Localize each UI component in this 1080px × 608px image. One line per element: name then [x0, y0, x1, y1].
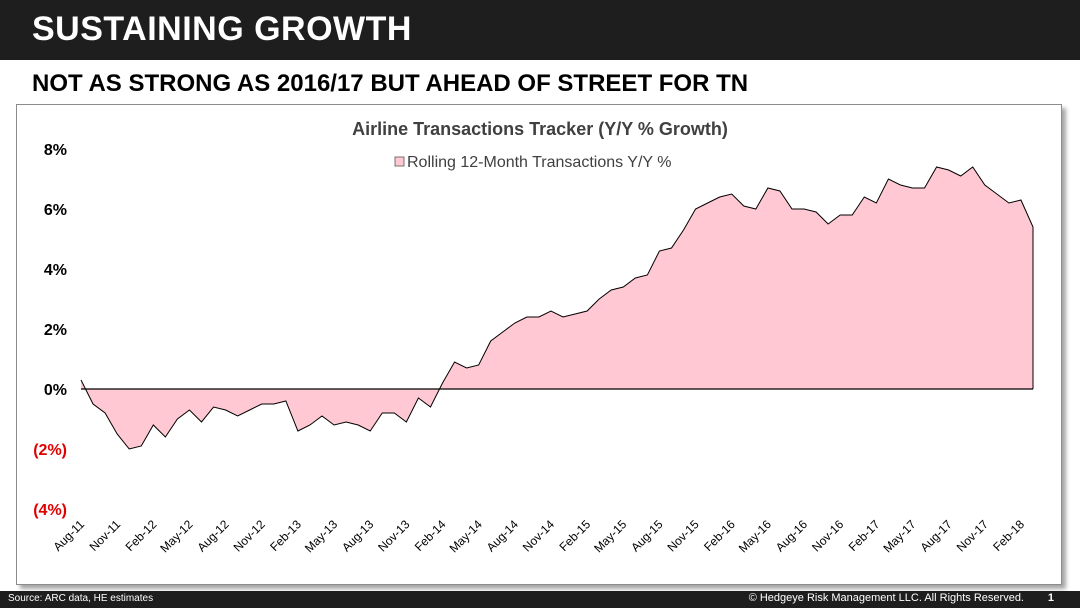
x-tick-label: Feb-12: [123, 517, 160, 554]
x-tick-label: Nov-13: [375, 517, 412, 554]
y-tick-label: 0%: [44, 382, 67, 399]
x-tick-label: Feb-18: [990, 517, 1027, 554]
x-tick-label: Feb-14: [412, 517, 449, 554]
x-tick-label: Nov-11: [87, 517, 124, 554]
x-tick-label: May-16: [736, 517, 774, 555]
y-tick-label: (2%): [33, 442, 67, 459]
x-tick-label: Aug-13: [339, 517, 376, 554]
x-tick-label: Nov-17: [954, 517, 991, 554]
x-tick-label: Nov-12: [231, 517, 268, 554]
slide-title: SUSTAINING GROWTH: [32, 10, 412, 48]
series-line: [80, 166, 1034, 450]
x-tick-label: Feb-13: [267, 517, 304, 554]
chart-frame: Airline Transactions Tracker (Y/Y % Grow…: [16, 104, 1062, 585]
x-tick-label: May-13: [302, 517, 340, 555]
footer-bar: Source: ARC data, HE estimates © Hedgeye…: [0, 591, 1080, 608]
x-tick-label: Aug-11: [50, 517, 87, 554]
y-tick-label: 8%: [44, 142, 67, 159]
x-tick-label: May-15: [591, 517, 629, 555]
x-tick-label: May-12: [157, 517, 195, 555]
x-tick-label: Aug-15: [628, 517, 665, 554]
x-tick-label: Nov-15: [664, 517, 701, 554]
y-tick-label: (4%): [33, 502, 67, 519]
legend-swatch: [394, 156, 405, 167]
footer-copyright: © Hedgeye Risk Management LLC. All Right…: [748, 592, 1024, 604]
y-tick-label: 2%: [44, 322, 67, 339]
footer-source: Source: ARC data, HE estimates: [8, 593, 154, 604]
x-tick-label: Nov-14: [520, 517, 557, 554]
legend-label: Rolling 12-Month Transactions Y/Y %: [407, 154, 671, 171]
x-tick-label: Aug-17: [918, 517, 955, 554]
x-tick-label: Nov-16: [809, 517, 846, 554]
slide-subtitle: NOT AS STRONG AS 2016/17 BUT AHEAD OF ST…: [32, 70, 749, 97]
chart-title: Airline Transactions Tracker (Y/Y % Grow…: [352, 119, 728, 139]
x-tick-label: Aug-12: [194, 517, 231, 554]
x-tick-label: Feb-17: [846, 517, 883, 554]
x-tick-label: Aug-16: [773, 517, 810, 554]
x-tick-label: Feb-16: [701, 517, 738, 554]
y-tick-label: 4%: [44, 262, 67, 279]
page-number: 1: [1047, 592, 1054, 604]
chart: Airline Transactions Tracker (Y/Y % Grow…: [33, 119, 1034, 555]
x-tick-label: May-14: [447, 517, 485, 555]
x-tick-label: Feb-15: [556, 517, 593, 554]
legend: Rolling 12-Month Transactions Y/Y %: [394, 154, 671, 171]
area-fill: [81, 167, 1033, 449]
x-tick-label: Aug-14: [484, 517, 521, 554]
plot-area: 8%6%4%2%0%(2%)(4%)Aug-11 Nov-11 Feb-12May-…: [33, 142, 1034, 555]
y-tick-label: 6%: [44, 202, 67, 219]
title-bar: SUSTAINING GROWTH: [0, 0, 1080, 60]
x-tick-label: May-17: [880, 517, 918, 555]
